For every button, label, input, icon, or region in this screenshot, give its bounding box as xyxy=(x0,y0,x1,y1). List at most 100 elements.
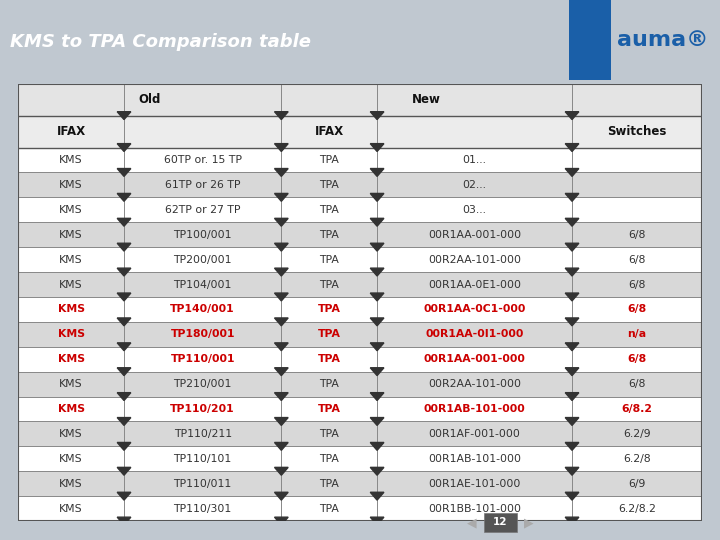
Text: KMS: KMS xyxy=(59,429,83,439)
Text: TPA: TPA xyxy=(319,180,339,190)
Text: 01...: 01... xyxy=(462,155,487,165)
Polygon shape xyxy=(274,218,288,226)
Polygon shape xyxy=(565,318,579,326)
Text: TPA: TPA xyxy=(319,429,339,439)
Polygon shape xyxy=(274,243,288,251)
Bar xyxy=(18,247,702,272)
Polygon shape xyxy=(274,517,288,525)
Bar xyxy=(18,297,702,322)
Text: TP110/101: TP110/101 xyxy=(174,454,232,464)
Polygon shape xyxy=(117,193,131,201)
Text: KMS: KMS xyxy=(58,305,84,314)
Bar xyxy=(18,147,702,172)
Text: KMS: KMS xyxy=(59,280,83,289)
Text: KMS: KMS xyxy=(58,329,84,339)
Polygon shape xyxy=(117,318,131,326)
Polygon shape xyxy=(117,417,131,426)
Text: KMS: KMS xyxy=(58,354,84,364)
Polygon shape xyxy=(565,193,579,201)
Polygon shape xyxy=(565,168,579,177)
Bar xyxy=(18,372,702,396)
Polygon shape xyxy=(117,393,131,401)
Bar xyxy=(18,116,702,147)
Text: 6/8: 6/8 xyxy=(627,305,647,314)
Polygon shape xyxy=(274,112,288,119)
Text: 00R1AA-0C1-000: 00R1AA-0C1-000 xyxy=(423,305,526,314)
Text: IFAX: IFAX xyxy=(56,125,86,138)
Text: ◀: ◀ xyxy=(467,516,477,529)
Text: 00R2AA-101-000: 00R2AA-101-000 xyxy=(428,379,521,389)
Text: Switches: Switches xyxy=(608,125,667,138)
Polygon shape xyxy=(565,112,579,119)
Text: 6/8: 6/8 xyxy=(629,230,646,240)
Polygon shape xyxy=(274,318,288,326)
Text: 00R1AF-001-000: 00R1AF-001-000 xyxy=(428,429,521,439)
Polygon shape xyxy=(274,343,288,350)
Bar xyxy=(18,222,702,247)
Text: 00R1AA-0I1-000: 00R1AA-0I1-000 xyxy=(426,329,523,339)
Text: TP210/001: TP210/001 xyxy=(174,379,232,389)
Text: KMS: KMS xyxy=(59,479,83,489)
Text: TPA: TPA xyxy=(319,454,339,464)
Polygon shape xyxy=(117,168,131,177)
Text: 6.2/8.2: 6.2/8.2 xyxy=(618,504,656,514)
Polygon shape xyxy=(565,144,579,152)
Text: New: New xyxy=(413,93,441,106)
Text: 00R1AB-101-000: 00R1AB-101-000 xyxy=(423,404,526,414)
Polygon shape xyxy=(565,492,579,500)
Polygon shape xyxy=(117,343,131,350)
Text: ▶: ▶ xyxy=(524,516,534,529)
Text: TPA: TPA xyxy=(319,504,339,514)
Polygon shape xyxy=(565,417,579,426)
Polygon shape xyxy=(274,467,288,475)
Polygon shape xyxy=(370,467,384,475)
Polygon shape xyxy=(117,112,131,119)
Polygon shape xyxy=(565,517,579,525)
Polygon shape xyxy=(370,168,384,177)
Text: TPA: TPA xyxy=(319,205,339,215)
Text: TPA: TPA xyxy=(319,230,339,240)
Text: TP110/301: TP110/301 xyxy=(174,504,232,514)
Bar xyxy=(18,396,702,422)
Text: 00R1AE-101-000: 00R1AE-101-000 xyxy=(428,479,521,489)
Text: 03...: 03... xyxy=(462,205,487,215)
Bar xyxy=(18,422,702,447)
Polygon shape xyxy=(565,442,579,450)
Text: TPA: TPA xyxy=(319,379,339,389)
Text: 00R1AA-001-000: 00R1AA-001-000 xyxy=(423,354,526,364)
Bar xyxy=(18,272,702,297)
Polygon shape xyxy=(565,243,579,251)
Bar xyxy=(18,471,702,496)
Polygon shape xyxy=(565,343,579,350)
Text: 60TP or. 15 TP: 60TP or. 15 TP xyxy=(163,155,242,165)
Polygon shape xyxy=(117,218,131,226)
Polygon shape xyxy=(274,168,288,177)
Bar xyxy=(18,322,702,347)
Bar xyxy=(18,172,702,197)
Polygon shape xyxy=(370,218,384,226)
FancyBboxPatch shape xyxy=(569,0,611,80)
Text: KMS: KMS xyxy=(59,454,83,464)
Text: 02...: 02... xyxy=(462,180,487,190)
Polygon shape xyxy=(117,144,131,152)
Polygon shape xyxy=(370,112,384,119)
Bar xyxy=(18,347,702,372)
Text: KMS: KMS xyxy=(58,404,84,414)
Bar xyxy=(18,84,702,116)
Polygon shape xyxy=(117,368,131,376)
Polygon shape xyxy=(274,393,288,401)
Polygon shape xyxy=(274,193,288,201)
Polygon shape xyxy=(370,368,384,376)
Text: 6/8: 6/8 xyxy=(627,354,647,364)
Text: KMS: KMS xyxy=(59,504,83,514)
Polygon shape xyxy=(565,393,579,401)
Text: KMS: KMS xyxy=(59,379,83,389)
Text: TPA: TPA xyxy=(318,305,341,314)
Polygon shape xyxy=(565,368,579,376)
Text: TPA: TPA xyxy=(319,155,339,165)
Text: Old: Old xyxy=(138,93,161,106)
Polygon shape xyxy=(274,417,288,426)
Text: 6/8: 6/8 xyxy=(629,379,646,389)
Polygon shape xyxy=(117,268,131,276)
Polygon shape xyxy=(274,268,288,276)
